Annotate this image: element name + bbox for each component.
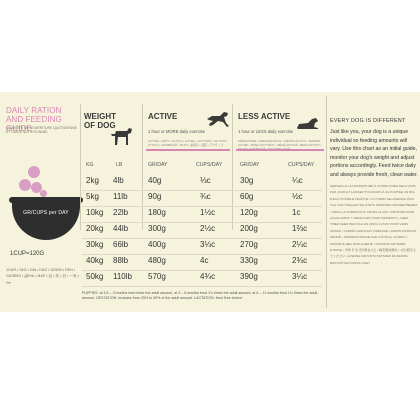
active-title: ACTIVE (148, 112, 178, 121)
bowl-icon (12, 200, 80, 240)
kibble-icon (31, 182, 42, 193)
active-gr-cell: 480g (148, 256, 166, 265)
lb-cell: 4lb (113, 176, 124, 185)
active-cups-cell: ⅓c (200, 176, 211, 185)
less-active-description: 1 hour or LESS daily exercise (238, 129, 294, 134)
lying-dog-icon (297, 118, 318, 129)
kg-header: KG (86, 162, 94, 168)
daily-ration-subtitle: QUANTITÉ DE NOURRITURE QUOTIDIENNE ET GU… (6, 126, 77, 134)
active-underline (146, 149, 230, 151)
less-cups-cell: 1c (292, 208, 301, 217)
less-gr-cell: 120g (240, 208, 258, 217)
active-gr-cell: 570g (148, 272, 166, 281)
kibble-icon (19, 179, 31, 191)
multilingual-instructions: SERVEZ-LE LA NOURRITURE À VOTRE CHIEN DE… (330, 184, 418, 265)
less-active-title: LESS ACTIVE (238, 112, 291, 121)
active-gr-cell: 90g (148, 192, 162, 201)
less-cups-cell: 1⅔c (292, 224, 308, 233)
less-cups-cell: 2¼c (292, 240, 308, 249)
active-cups-cell: 1½c (200, 208, 216, 217)
active-multilingual: ACTIVE • AKTIV • ACTIVO • ACTIEF • AKTYW… (148, 139, 228, 147)
kg-cell: 30kg (86, 240, 104, 249)
kg-cell: 20kg (86, 224, 104, 233)
column-divider (80, 104, 81, 230)
row-divider (82, 286, 322, 287)
every-dog-title: EVERY DOG IS DIFFERENT (330, 118, 406, 124)
less-gr-cell: 330g (240, 256, 258, 265)
multilingual-day-text: JOUR • TAG • DÍA • DAG • DZIEŃ • DEN • G… (6, 268, 80, 284)
running-dog-icon (207, 112, 229, 127)
active-gr-cell: 300g (148, 224, 166, 233)
lb-cell: 44lb (113, 224, 129, 233)
active-gr-cell: 180g (148, 208, 166, 217)
food-bowl-illustration: GR/CUPS per DAY (6, 164, 86, 248)
row-divider (82, 270, 322, 271)
row-divider (82, 222, 322, 223)
active-cups-cell: 3⅓c (200, 240, 216, 249)
less-gr-cell: 60g (240, 192, 254, 201)
less-cups-cell: ½c (292, 192, 303, 201)
less-gr-cell: 390g (240, 272, 258, 281)
less-cups-cell: 2¾c (292, 256, 308, 265)
active-cups-cell: 2½c (200, 224, 216, 233)
active-description: 1 hour or MORE daily exercise (148, 129, 206, 134)
gr-day-active-header: GR/DAY (148, 162, 168, 168)
less-cups-cell: 3¼c (292, 272, 308, 281)
feeding-guide-label: DAILY RATION AND FEEDING GUIDE QUANTITÉ … (0, 92, 420, 312)
lb-cell: 66lb (113, 240, 129, 249)
column-divider (326, 96, 327, 308)
row-divider (82, 190, 322, 191)
less-cups-cell: ¼c (292, 176, 303, 185)
cups-day-active-header: CUPS/DAY (196, 162, 223, 168)
cups-day-less-header: CUPS/DAY (288, 162, 315, 168)
kibble-icon (40, 190, 47, 197)
less-gr-cell: 200g (240, 224, 258, 233)
kg-cell: 50kg (86, 272, 104, 281)
row-divider (82, 238, 322, 239)
kg-cell: 10kg (86, 208, 104, 217)
weight-of-dog-title: WEIGHT OF DOG (84, 112, 116, 130)
kibble-icon (28, 166, 40, 178)
active-cups-cell: ¾c (200, 192, 211, 201)
kg-cell: 40kg (86, 256, 104, 265)
puppy-gestation-note: PUPPIES: at 1½ – 3 months feed twice the… (82, 291, 318, 300)
kg-cell: 2kg (86, 176, 99, 185)
less-active-underline (236, 149, 324, 151)
kg-cell: 5kg (86, 192, 99, 201)
less-gr-cell: 270g (240, 240, 258, 249)
lb-cell: 88lb (113, 256, 129, 265)
daily-ration-title: DAILY RATION AND FEEDING GUIDE (6, 106, 62, 133)
standing-dog-icon (111, 128, 132, 145)
lb-cell: 110lb (113, 272, 132, 281)
bowl-label: GR/CUPS per DAY (23, 210, 69, 216)
column-divider (232, 104, 233, 230)
column-divider (142, 104, 143, 230)
lb-cell: 22lb (113, 208, 129, 217)
cup-conversion-note: 1CUP=120G (10, 251, 45, 257)
active-cups-cell: 4¾c (200, 272, 216, 281)
active-cups-cell: 4c (200, 256, 209, 265)
lb-cell: 11lb (113, 192, 128, 201)
active-gr-cell: 40g (148, 176, 162, 185)
lb-header: LB (116, 162, 123, 168)
row-divider (82, 206, 322, 207)
row-divider (82, 254, 322, 255)
every-dog-body: Just like you, your dog is a unique indi… (330, 129, 418, 178)
active-gr-cell: 400g (148, 240, 166, 249)
less-gr-cell: 30g (240, 176, 254, 185)
gr-day-less-header: GR/DAY (240, 162, 260, 168)
